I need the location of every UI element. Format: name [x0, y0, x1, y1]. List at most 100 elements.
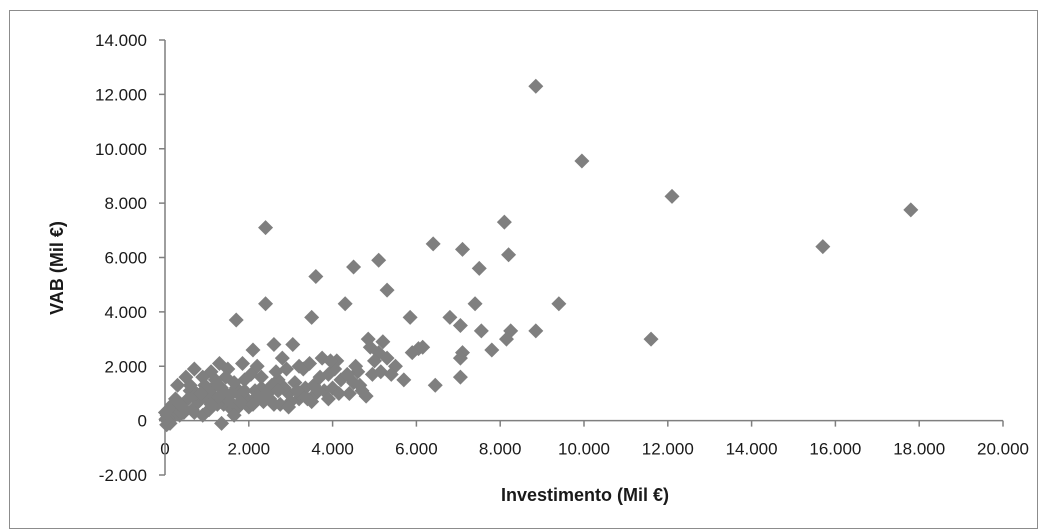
data-point	[172, 396, 188, 412]
data-point	[211, 356, 227, 372]
data-point	[302, 356, 318, 372]
x-tick-label: 6.000	[395, 440, 438, 459]
data-point	[232, 394, 248, 410]
data-point	[193, 385, 209, 401]
data-point	[214, 415, 230, 431]
y-tick-label: 10.000	[95, 140, 147, 159]
data-point	[157, 404, 173, 420]
y-tick-label: 0	[138, 412, 147, 431]
data-point	[379, 282, 395, 298]
data-point	[454, 241, 470, 257]
data-point	[331, 385, 347, 401]
data-point	[815, 239, 831, 255]
y-tick-label: 2.000	[104, 357, 147, 376]
data-point	[285, 337, 301, 352]
data-point	[226, 407, 242, 423]
data-point	[643, 331, 659, 347]
data-point	[245, 342, 261, 358]
data-point	[375, 334, 391, 350]
x-tick-label: 14.000	[726, 440, 778, 459]
data-point	[186, 361, 202, 377]
data-point	[362, 339, 378, 355]
data-point	[170, 377, 186, 393]
data-point	[341, 385, 357, 401]
x-tick-label: 2.000	[228, 440, 271, 459]
y-tick-label: 8.000	[104, 194, 147, 213]
x-tick-label: 10.000	[558, 440, 610, 459]
data-point	[452, 350, 468, 366]
data-point	[279, 361, 295, 377]
data-point	[337, 296, 353, 312]
axis-ticks	[159, 39, 1004, 476]
y-tick-label: 6.000	[104, 249, 147, 268]
x-tick-label: 18.000	[893, 440, 945, 459]
data-point	[203, 396, 219, 412]
data-point	[551, 296, 567, 312]
data-point	[253, 369, 269, 385]
y-tick-label: 12.000	[95, 85, 147, 104]
data-point	[299, 391, 315, 407]
data-point	[281, 399, 297, 415]
data-point	[373, 364, 389, 380]
data-point	[501, 247, 517, 263]
data-point	[310, 383, 326, 399]
data-point	[270, 383, 286, 399]
data-point	[404, 345, 420, 361]
x-tick-label: 12.000	[642, 440, 694, 459]
data-point	[496, 214, 512, 230]
y-axis-title: VAB (Mil €)	[47, 221, 67, 315]
data-point	[260, 385, 276, 401]
data-point	[467, 296, 483, 312]
data-point	[266, 396, 282, 412]
data-point	[484, 342, 500, 358]
data-point	[473, 323, 489, 339]
data-point	[348, 358, 364, 374]
data-point	[664, 188, 680, 204]
y-tick-labels: -2.000 0 2.000 4.000 6.000 8.000 10.000 12.000 1…	[95, 31, 147, 485]
data-point	[235, 356, 251, 372]
x-tick-label: 8.000	[479, 440, 522, 459]
data-point	[243, 366, 259, 382]
data-point	[346, 259, 362, 275]
data-point	[574, 153, 590, 169]
data-point	[442, 309, 458, 325]
data-point	[186, 404, 202, 420]
data-point	[291, 358, 307, 374]
data-point	[383, 366, 399, 382]
data-point	[903, 202, 919, 218]
data-point	[415, 339, 431, 355]
data-point	[396, 372, 412, 388]
data-points	[157, 78, 919, 433]
x-tick-label: 20.000	[977, 440, 1029, 459]
data-point	[528, 78, 544, 94]
data-point	[402, 309, 418, 325]
y-tick-label: -2.000	[99, 466, 147, 485]
chart-frame	[9, 10, 1038, 529]
data-point	[224, 385, 240, 401]
x-axis-title: Investimento (Mil €)	[501, 485, 669, 505]
data-point	[339, 366, 355, 382]
data-point	[320, 391, 336, 407]
data-point	[471, 260, 487, 276]
data-point	[528, 323, 544, 339]
x-tick-label: 4.000	[311, 440, 354, 459]
data-point	[323, 353, 339, 369]
y-tick-label: 14.000	[95, 31, 147, 50]
data-point	[304, 309, 320, 325]
data-point	[182, 377, 198, 393]
data-point	[371, 252, 387, 268]
x-tick-label: 16.000	[809, 440, 861, 459]
data-point	[452, 317, 468, 333]
data-point	[245, 396, 261, 412]
data-point	[379, 350, 395, 366]
data-point	[452, 369, 468, 385]
data-point	[425, 236, 441, 252]
data-point	[427, 377, 443, 393]
data-point	[237, 383, 253, 399]
data-point	[214, 380, 230, 396]
data-point	[308, 269, 324, 285]
data-point	[258, 220, 274, 236]
data-point	[274, 350, 290, 366]
data-point	[258, 296, 274, 312]
